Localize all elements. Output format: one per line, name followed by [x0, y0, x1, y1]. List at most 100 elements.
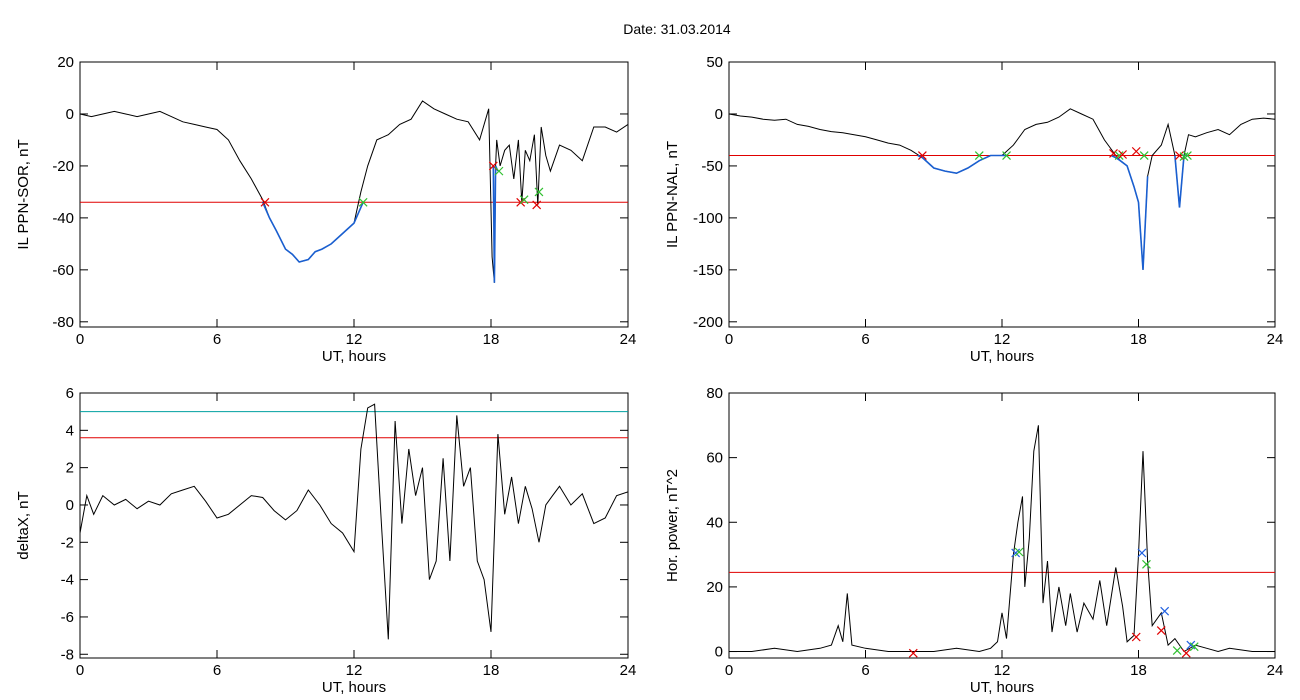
y-tick-label: 20	[57, 54, 74, 71]
x-tick-label: 0	[76, 662, 84, 679]
cross-marker	[1109, 149, 1118, 158]
cross-marker	[1011, 548, 1021, 558]
cross-marker	[1189, 642, 1199, 652]
x-tick-label: 12	[346, 662, 363, 679]
y-tick-label: 40	[706, 514, 723, 531]
y-tick-label: -50	[701, 158, 723, 175]
chart-p3: 0 6 12 18 24 6 4 2 0 -2 -4 -6 -8 UT, hours deltaX, nT	[15, 385, 636, 696]
x-axis-label: UT, hours	[322, 348, 386, 365]
cross-marker	[1139, 151, 1149, 160]
y-tick-label: 50	[706, 54, 723, 71]
plot-frame	[79, 61, 629, 328]
x-tick-label: 12	[346, 331, 363, 348]
highlight-series-line	[917, 154, 1007, 175]
cross-marker	[1131, 146, 1141, 156]
figure-title: Date: 31.03.2014	[623, 21, 731, 37]
cross-marker	[1131, 632, 1141, 642]
y-tick-label: -20	[52, 158, 74, 175]
cross-marker	[494, 166, 504, 176]
cross-marker	[260, 197, 270, 207]
y-tick-label: 0	[66, 497, 74, 514]
y-tick-label: -2	[61, 534, 74, 551]
plot-area	[729, 425, 1275, 658]
x-axis-label: UT, hours	[322, 679, 386, 696]
x-axis-label: UT, hours	[970, 348, 1034, 365]
x-tick-label: 12	[994, 331, 1011, 348]
x-tick-label: 18	[483, 662, 500, 679]
y-tick-label: -6	[61, 609, 74, 626]
plot-area	[80, 100, 628, 283]
y-tick-label: 6	[66, 385, 74, 402]
cross-marker	[908, 648, 918, 658]
x-tick-label: 24	[620, 662, 637, 679]
chart-p2: 0 6 12 18 24 50 0 -50 -100 -150 -200 UT, hours IL PP…	[664, 54, 1283, 365]
cross-marker	[1181, 648, 1191, 658]
cross-marker	[1137, 548, 1147, 558]
plot-frame	[728, 392, 1276, 659]
y-tick-label: 20	[706, 579, 723, 596]
y-axis-label: IL PPN-NAL, nT	[664, 141, 681, 248]
cross-marker	[1142, 559, 1151, 569]
y-axis-label: Hor. power, nT^2	[664, 469, 681, 582]
plot-area	[80, 403, 628, 640]
cross-marker	[1172, 646, 1182, 655]
x-tick-label: 24	[1267, 662, 1284, 679]
x-tick-label: 18	[1130, 331, 1147, 348]
plot-frame	[79, 392, 629, 659]
y-tick-label: -60	[52, 262, 74, 279]
x-axis-label: UT, hours	[970, 679, 1034, 696]
y-tick-label: -200	[693, 314, 723, 331]
plot-frame	[728, 61, 1276, 328]
series-line	[729, 108, 1275, 270]
cross-marker	[917, 151, 927, 160]
x-tick-label: 0	[725, 331, 733, 348]
y-tick-label: 60	[706, 450, 723, 467]
highlight-series-line	[261, 201, 364, 263]
y-axis-label: IL PPN-SOR, nT	[15, 139, 32, 249]
cross-marker	[1118, 150, 1127, 159]
x-tick-label: 24	[620, 331, 637, 348]
cross-marker	[1182, 151, 1192, 160]
highlight-series-line	[1110, 154, 1149, 270]
x-tick-label: 24	[1267, 331, 1284, 348]
cross-marker	[1160, 606, 1170, 616]
cross-marker	[532, 200, 542, 210]
series-line	[80, 100, 628, 283]
x-tick-label: 18	[1130, 662, 1147, 679]
x-tick-label: 18	[483, 331, 500, 348]
y-tick-label: -80	[52, 314, 74, 331]
chart-p1: 0 6 12 18 24 20 0 -20 -40 -60 -80 UT, hours IL PPN-S…	[15, 54, 636, 365]
y-tick-label: 0	[715, 106, 723, 123]
y-axis-label: deltaX, nT	[15, 491, 32, 559]
y-tick-label: 0	[66, 106, 74, 123]
cross-marker	[1002, 151, 1011, 160]
cross-marker	[1114, 151, 1124, 160]
plot-area	[729, 108, 1275, 270]
x-tick-label: 0	[725, 662, 733, 679]
y-tick-label: -40	[52, 210, 74, 227]
cross-marker	[1156, 626, 1166, 635]
x-tick-label: 12	[994, 662, 1011, 679]
highlight-series-line	[492, 165, 499, 283]
cross-marker	[974, 151, 984, 160]
y-tick-label: 80	[706, 385, 723, 402]
y-tick-label: -150	[693, 262, 723, 279]
series-line	[729, 425, 1275, 653]
x-tick-label: 0	[76, 331, 84, 348]
series-line	[80, 403, 628, 640]
cross-marker	[534, 187, 544, 197]
x-tick-label: 6	[213, 662, 221, 679]
y-tick-label: -4	[61, 572, 74, 589]
cross-marker	[1014, 547, 1024, 557]
x-tick-label: 6	[861, 662, 869, 679]
cross-marker	[358, 197, 368, 207]
x-tick-label: 6	[213, 331, 221, 348]
chart-p4: 0 6 12 18 24 80 60 40 20 0 UT, hours Hor. power, nT…	[664, 385, 1283, 696]
cross-marker	[519, 195, 529, 205]
highlight-series-line	[1174, 154, 1189, 208]
y-tick-label: 2	[66, 460, 74, 477]
x-tick-label: 6	[861, 331, 869, 348]
y-tick-label: -100	[693, 210, 723, 227]
y-tick-label: 4	[66, 422, 74, 439]
